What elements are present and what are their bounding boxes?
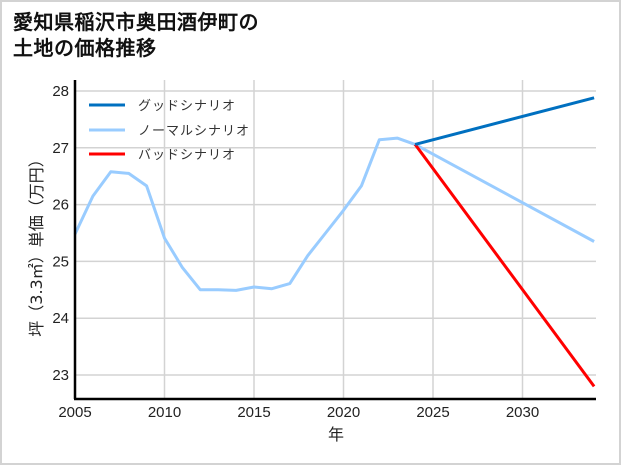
data-lines xyxy=(73,96,596,388)
chart-title: 愛知県稲沢市奥田酒伊町の 土地の価格推移 xyxy=(13,9,259,61)
x-tick-label: 2005 xyxy=(58,404,91,421)
x-tick-label: 2015 xyxy=(237,404,270,421)
chart-title-line2: 土地の価格推移 xyxy=(13,36,157,60)
series-normal xyxy=(414,143,595,243)
x-tick-label: 2025 xyxy=(416,404,449,421)
y-tick-label: 27 xyxy=(52,140,69,157)
y-tick-label: 26 xyxy=(52,197,69,214)
series-historical xyxy=(73,136,416,292)
x-tick-label: 2010 xyxy=(148,404,181,421)
y-tick-label: 23 xyxy=(52,367,69,384)
legend-label-bad: バッドシナリオ xyxy=(138,148,236,163)
series-bad xyxy=(413,143,596,388)
x-tick-label: 2020 xyxy=(327,404,360,421)
y-tick-label: 24 xyxy=(52,310,69,327)
grid-lines xyxy=(75,80,596,399)
y-tick-label: 28 xyxy=(52,83,69,100)
x-tick-label: 2030 xyxy=(506,404,539,421)
axes xyxy=(73,80,596,401)
y-tick-labels: 23 24 25 26 27 28 xyxy=(52,83,69,384)
x-tick-labels: 2005 2010 2015 2020 2025 2030 xyxy=(58,404,539,421)
chart-title-line1: 愛知県稲沢市奥田酒伊町の xyxy=(13,10,259,34)
series-good xyxy=(414,96,595,146)
y-tick-label: 25 xyxy=(52,253,69,270)
y-axis-label: 坪（3.3㎡）単価（万円） xyxy=(27,151,46,336)
legend: グッドシナリオ ノーマルシナリオ バッドシナリオ xyxy=(89,99,250,163)
x-axis-label: 年 xyxy=(328,425,344,444)
legend-label-normal: ノーマルシナリオ xyxy=(138,124,250,139)
legend-label-good: グッドシナリオ xyxy=(138,99,236,114)
